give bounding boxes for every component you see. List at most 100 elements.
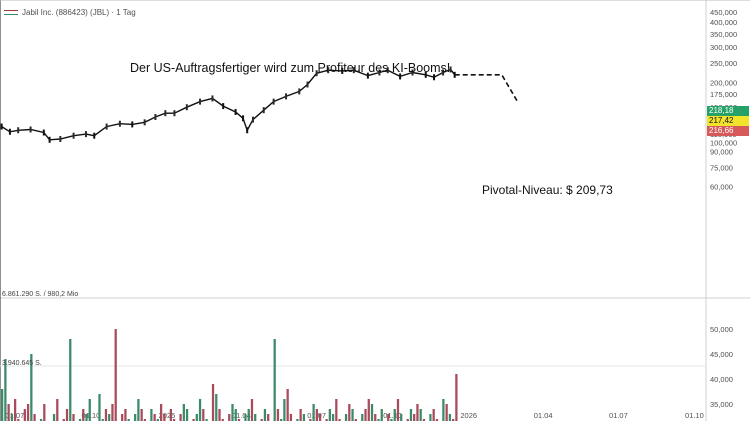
volume-bar (228, 414, 231, 421)
volume-bar (211, 384, 215, 421)
volume-bar (78, 419, 82, 421)
volume-bar (390, 419, 393, 421)
y-tick-label: 350,000 (710, 30, 737, 39)
volume-bar (280, 419, 283, 421)
price-point (366, 72, 369, 79)
headline-annotation: Der US-Auftragsfertiger wird zum Profite… (130, 61, 451, 75)
price-point (442, 69, 445, 76)
price-point (246, 127, 249, 134)
price-point (298, 88, 301, 95)
volume-bar (137, 399, 140, 421)
volume-bar (134, 414, 137, 421)
price-point (143, 119, 146, 126)
volume-bar (1, 389, 4, 421)
volume-bar (215, 394, 218, 421)
volume-bar (65, 409, 69, 421)
volume-bar (108, 414, 111, 421)
volume-bar (348, 404, 351, 421)
price-point (399, 73, 402, 80)
volume-bar (82, 409, 85, 421)
volume-bar (260, 419, 263, 421)
y-tick-label: 200,000 (710, 78, 737, 87)
volume-bar (338, 419, 341, 421)
volume-bar (451, 419, 455, 421)
price-point (42, 129, 45, 136)
volume-bar (39, 419, 43, 421)
volume-bar (62, 419, 65, 421)
price-point (154, 114, 157, 121)
volume-tick-label: 45,000 (710, 350, 733, 359)
volume-bar (202, 409, 205, 421)
volume-bar (23, 409, 26, 421)
volume-bar (289, 414, 293, 421)
y-tick-label: 100,000 (710, 138, 737, 147)
price-point (234, 108, 237, 115)
price-point (453, 71, 456, 78)
volume-bar (254, 414, 257, 421)
volume-bar (429, 414, 432, 421)
y-tick-label: 60,000 (710, 183, 733, 192)
volume-bar (435, 419, 439, 421)
price-point (251, 116, 254, 123)
volume-bar (361, 414, 364, 421)
chart-header: Jabil Inc. (886423) (JBL) · 1 Tag (4, 8, 136, 17)
price-point (84, 131, 87, 138)
volume-bar (121, 414, 124, 421)
volume-bar (26, 404, 30, 421)
volume-bar (140, 409, 143, 421)
volume-bar (302, 414, 306, 421)
volume-bar (409, 409, 413, 421)
volume-bar (33, 414, 36, 421)
volume-bar (4, 359, 7, 421)
volume-bar (325, 419, 328, 421)
pivot-annotation: Pivotal-Niveau: $ 209,73 (482, 183, 613, 197)
volume-bar (231, 404, 234, 421)
volume-bar (351, 409, 354, 421)
volume-bar (85, 414, 88, 421)
volume-bar (150, 409, 153, 421)
volume-bar (344, 414, 348, 421)
volume-bar (354, 419, 357, 421)
volume-bar (124, 409, 127, 421)
y-tick-label: 90,000 (710, 147, 733, 156)
price-point (327, 67, 330, 74)
volume-bar (153, 414, 156, 421)
volume-bar (88, 399, 91, 421)
volume-bar (43, 404, 46, 421)
price-point (378, 69, 381, 76)
price-point (386, 67, 389, 74)
volume-bar (328, 409, 331, 421)
volume-bar (221, 419, 224, 421)
volume-bar (396, 399, 400, 421)
volume-bar (101, 419, 104, 421)
price-point (48, 136, 51, 143)
series-swatch-icon (4, 10, 18, 15)
volume-bar (185, 409, 189, 421)
volume-bar (163, 414, 166, 421)
volume-bar (218, 409, 221, 421)
volume-bar (335, 399, 338, 421)
y-tick-label: 300,000 (710, 43, 737, 52)
volume-bar (331, 414, 335, 421)
x-tick-label: 2026 (460, 411, 477, 420)
volume-bar (205, 419, 208, 421)
price-point (185, 104, 188, 111)
y-tick-label: 400,000 (710, 18, 737, 27)
volume-bar (114, 329, 117, 421)
volume-total-label: 6.861.290 S. / 980,2 Mio (2, 291, 79, 298)
volume-bar (400, 414, 403, 421)
volume-bar (364, 409, 367, 421)
price-badge-last: 217,42 (707, 116, 749, 126)
volume-tick-label: 40,000 (710, 375, 733, 384)
price-point (8, 128, 11, 135)
x-tick-label: 01.10 (383, 411, 402, 420)
volume-bar (445, 404, 448, 421)
volume-bar (442, 399, 445, 421)
price-point (93, 132, 96, 139)
volume-tick-label: 50,000 (710, 325, 733, 334)
volume-bar (69, 339, 72, 421)
x-tick-label: 01.04 (232, 411, 251, 420)
price-point (17, 127, 20, 134)
volume-bar (52, 414, 56, 421)
